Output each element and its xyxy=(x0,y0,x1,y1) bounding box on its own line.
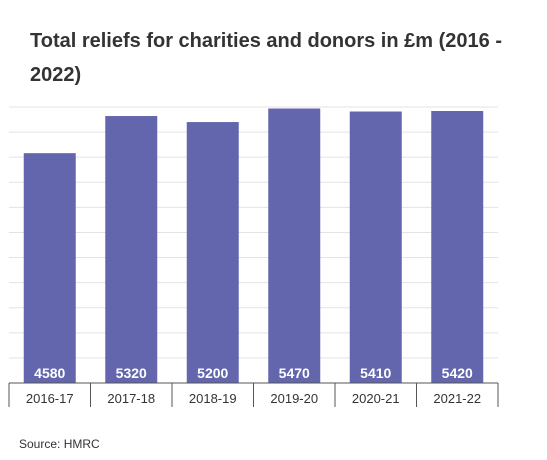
x-tick-label-2018-19: 2018-19 xyxy=(189,391,237,406)
data-label-2020-21: 5410 xyxy=(360,365,391,381)
data-label-2017-18: 5320 xyxy=(116,365,147,381)
source-note: Source: HMRC xyxy=(19,437,100,451)
data-label-2016-17: 4580 xyxy=(34,365,65,381)
data-label-2019-20: 5470 xyxy=(279,365,310,381)
x-tick-label-2016-17: 2016-17 xyxy=(26,391,74,406)
x-tick-label-2017-18: 2017-18 xyxy=(107,391,155,406)
bar-2021-22 xyxy=(431,111,484,384)
x-axis-ticks: 2016-17 2017-18 2018-19 2019-20 2020-21 2021-… xyxy=(8,383,499,407)
data-label-2018-19: 5200 xyxy=(197,365,228,381)
bar-2018-19 xyxy=(186,122,239,384)
chart-title: Total reliefs for charities and donors i… xyxy=(30,30,502,86)
bars xyxy=(23,108,484,384)
gridlines xyxy=(9,106,498,384)
data-labels: 4580 5320 5200 5470 5410 5420 xyxy=(34,365,473,381)
data-label-2021-22: 5420 xyxy=(442,365,473,381)
x-tick-label-2019-20: 2019-20 xyxy=(270,391,318,406)
bar-2020-21 xyxy=(349,111,402,384)
bar-2019-20 xyxy=(268,108,321,383)
x-tick-label-2021-22: 2021-22 xyxy=(433,391,481,406)
bar-2016-17 xyxy=(23,153,76,383)
bar-2017-18 xyxy=(105,116,158,384)
x-tick-label-2020-21: 2020-21 xyxy=(352,391,400,406)
